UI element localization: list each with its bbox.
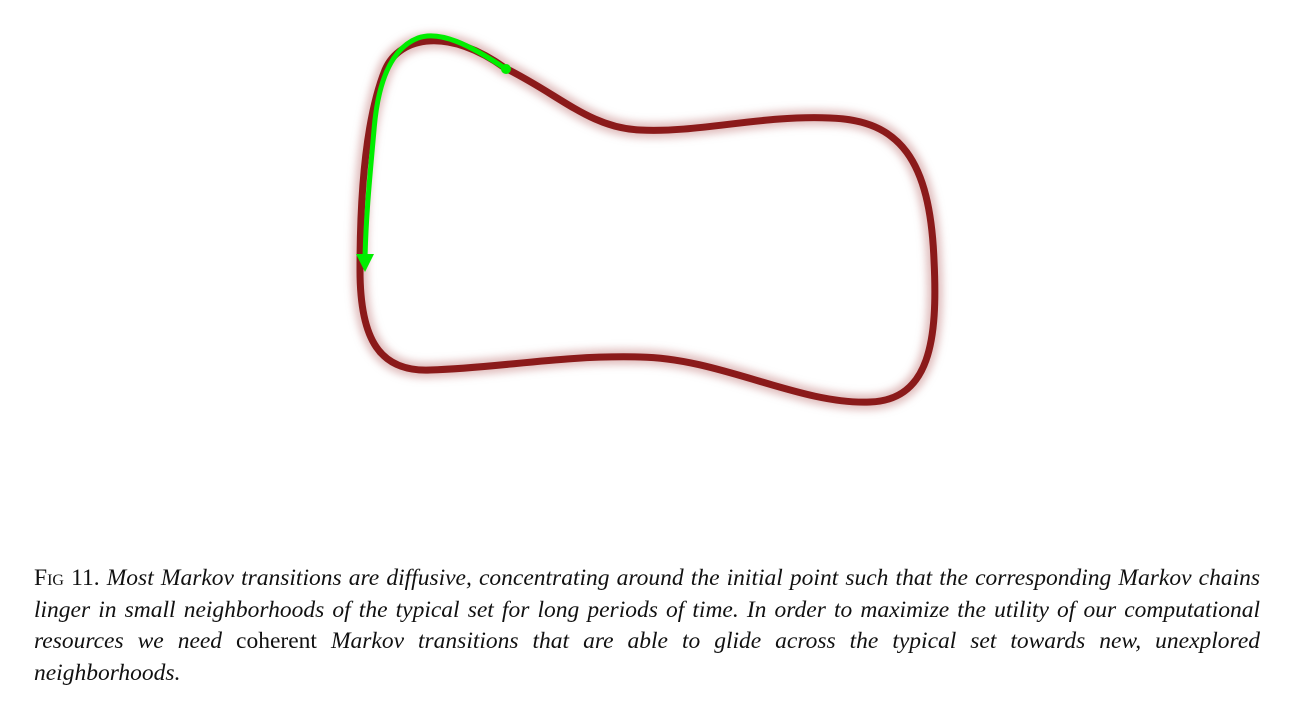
arrow-down-icon (356, 254, 374, 272)
figure-illustration (351, 32, 943, 411)
caption-text-part-2: Markov transitions that are able to glid… (34, 628, 1261, 686)
coherent-trajectory-path (362, 33, 509, 261)
figure-label: Fig 11. (34, 565, 100, 591)
trajectory-start-point (501, 64, 511, 74)
caption-text-part-1: Most Markov transitions are diffusive, c… (34, 565, 1260, 654)
caption-emphasis-word: coherent (236, 628, 317, 654)
typical-set-curve (356, 37, 939, 406)
typical-set-glow (351, 32, 943, 411)
figure-caption: Fig 11. Most Markov transitions are diff… (34, 563, 1260, 689)
